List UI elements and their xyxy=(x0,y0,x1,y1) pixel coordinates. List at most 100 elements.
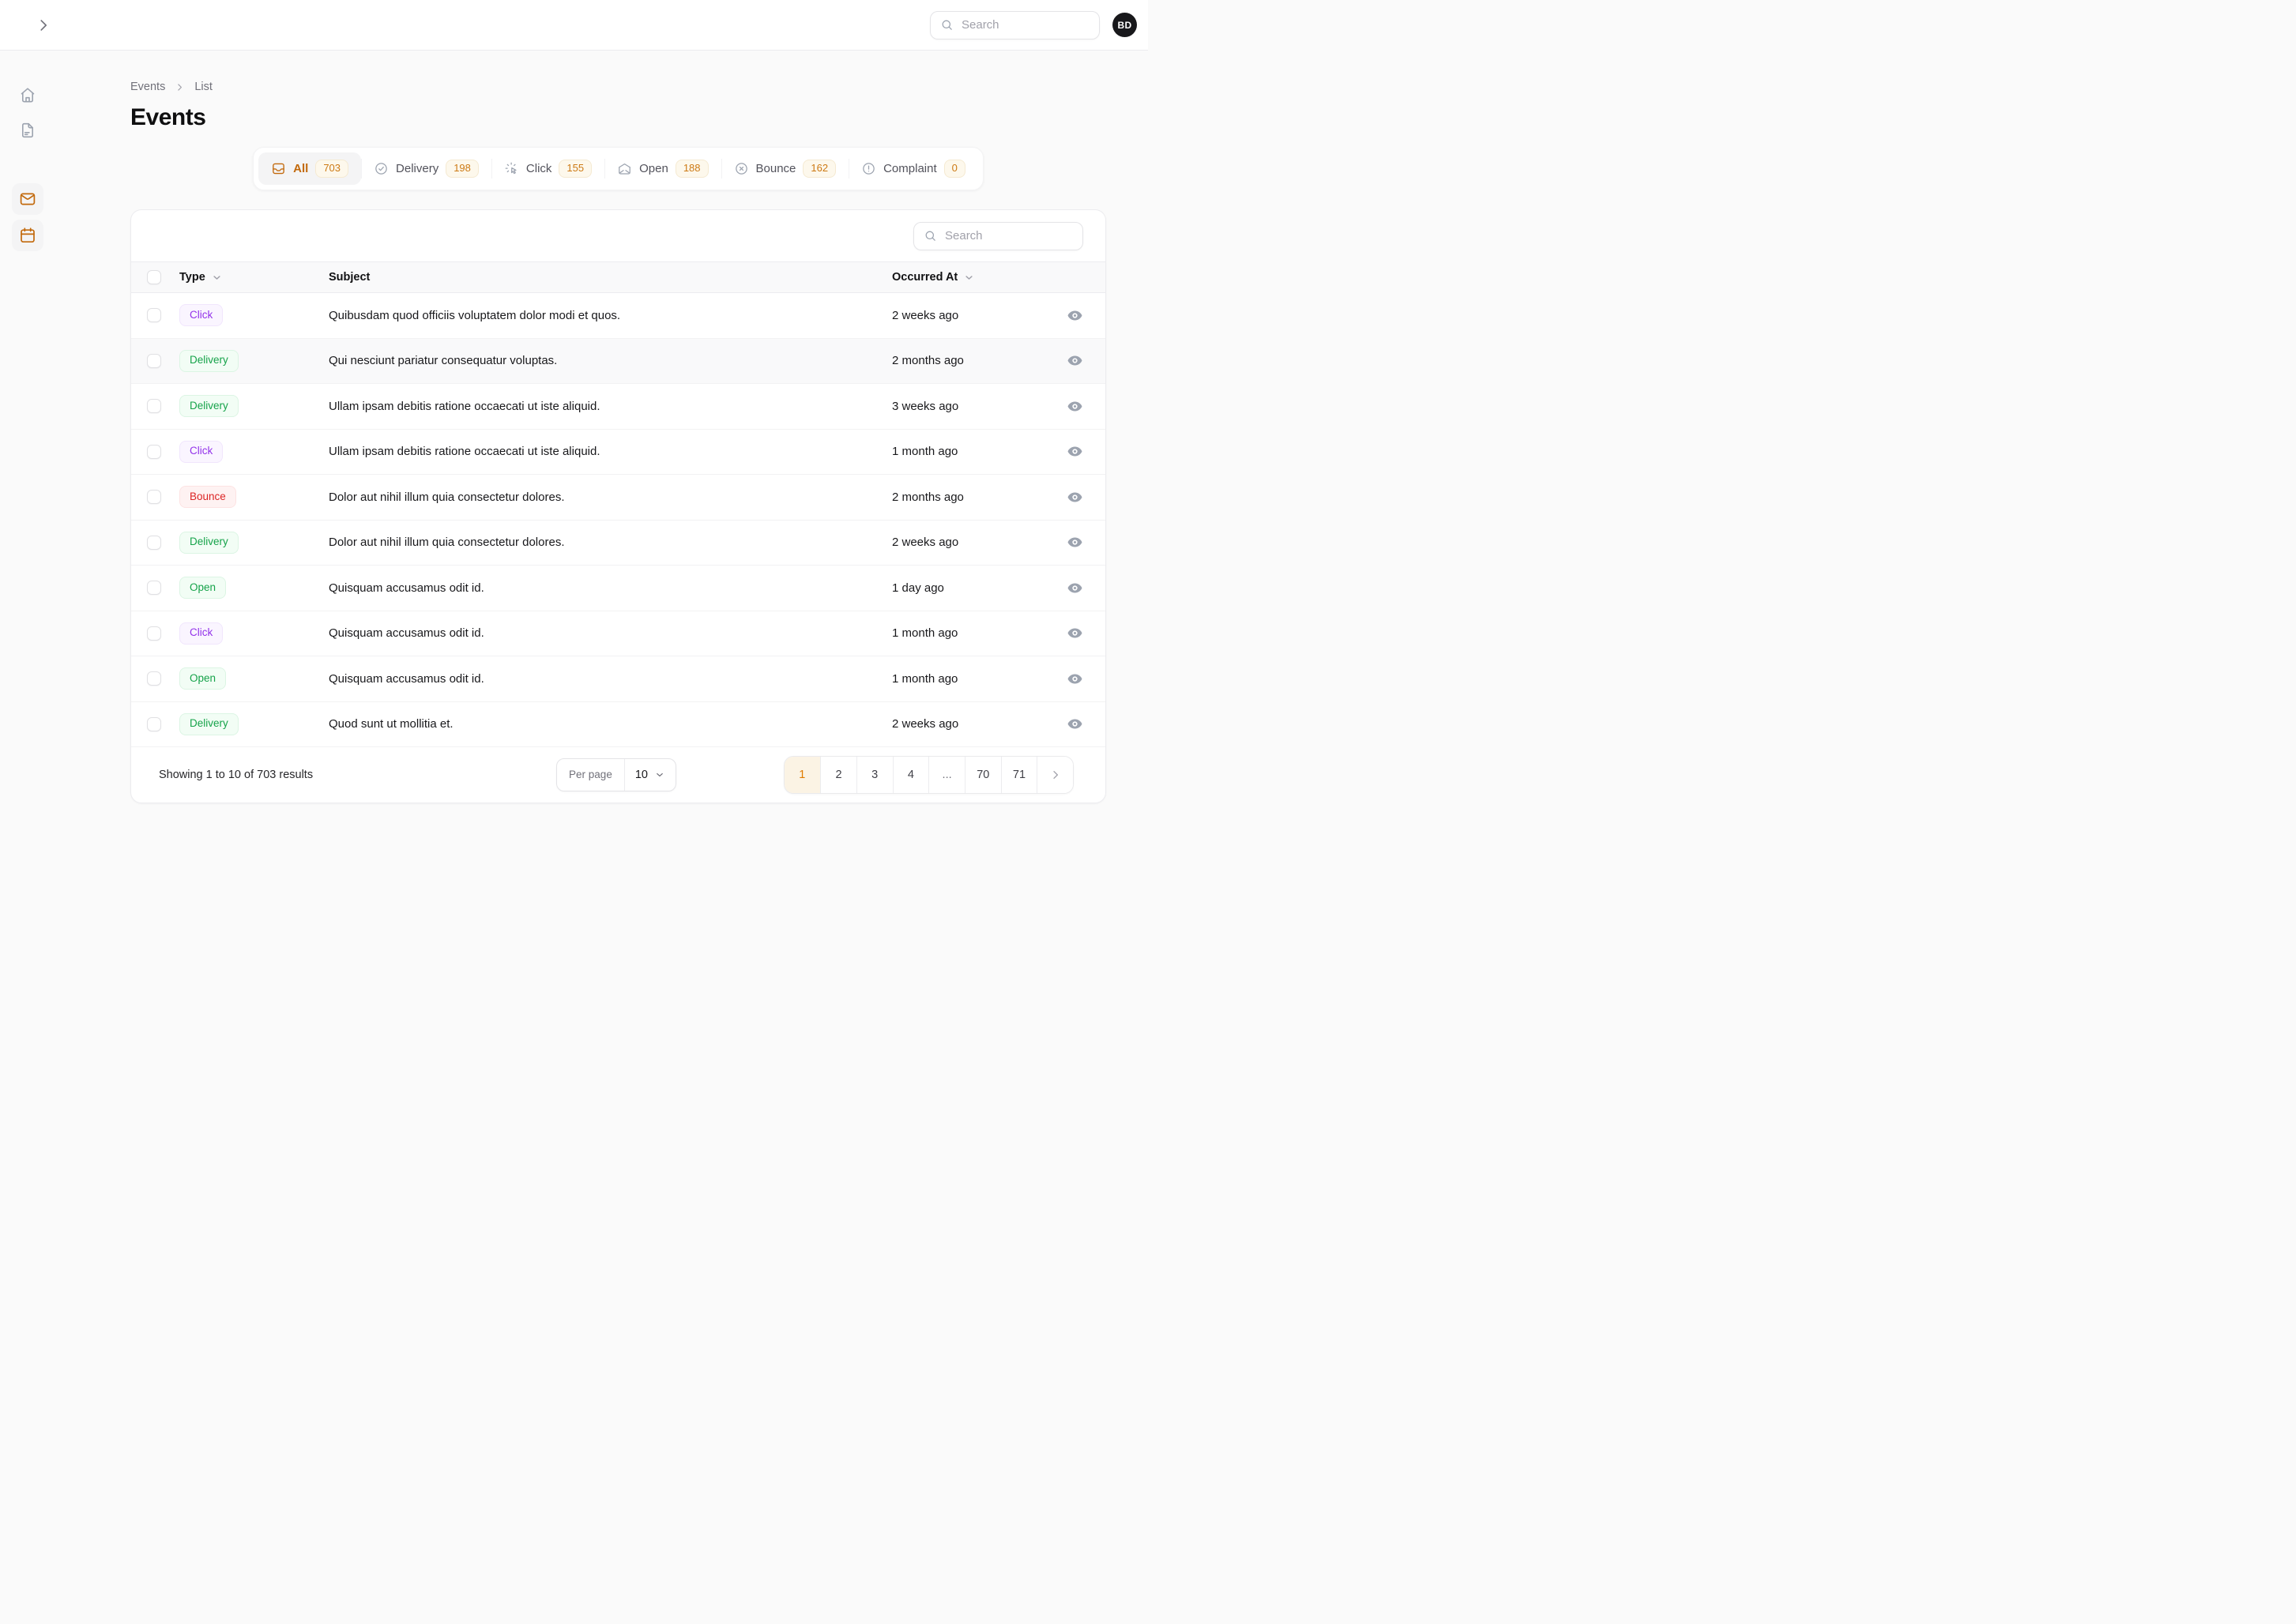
table-row[interactable]: Delivery Quod sunt ut mollitia et. 2 wee… xyxy=(131,701,1105,747)
table-search-input[interactable] xyxy=(945,229,1073,242)
row-checkbox[interactable] xyxy=(147,626,161,641)
per-page-select[interactable]: Per page 10 xyxy=(556,757,676,791)
view-event-button[interactable] xyxy=(1067,534,1083,551)
tab-all[interactable]: All 703 xyxy=(258,152,362,185)
tab-bounce[interactable]: Bounce 162 xyxy=(721,152,849,185)
events-table-card: Type Subject Occurred At Click Quibusdam… xyxy=(130,209,1106,803)
table-search[interactable] xyxy=(913,221,1083,250)
view-event-button[interactable] xyxy=(1067,307,1083,324)
tab-count-badge: 703 xyxy=(315,159,349,179)
page-button-4[interactable]: 4 xyxy=(892,756,929,793)
column-header-subject: Subject xyxy=(329,271,371,284)
event-subject: Ullam ipsam debitis ratione occaecati ut… xyxy=(329,399,600,413)
view-event-button[interactable] xyxy=(1067,580,1083,596)
tab-label: All xyxy=(293,162,309,175)
select-all-checkbox[interactable] xyxy=(147,270,161,284)
sidebar-item-home[interactable] xyxy=(12,79,43,111)
exclamation-circle-icon xyxy=(863,163,875,175)
page-button-71[interactable]: 71 xyxy=(1000,756,1037,793)
event-occurred-at: 1 month ago xyxy=(892,671,958,686)
view-event-button[interactable] xyxy=(1067,398,1083,415)
view-event-button[interactable] xyxy=(1067,671,1083,687)
table-row[interactable]: Delivery Ullam ipsam debitis ratione occ… xyxy=(131,384,1105,430)
event-occurred-at: 3 weeks ago xyxy=(892,399,959,413)
event-type-badge: Click xyxy=(179,440,224,463)
tab-open[interactable]: Open 188 xyxy=(604,152,721,185)
row-checkbox[interactable] xyxy=(147,535,161,550)
row-checkbox[interactable] xyxy=(147,716,161,731)
tab-count-badge: 198 xyxy=(446,159,479,179)
page-button-2[interactable]: 2 xyxy=(820,756,856,793)
eye-icon xyxy=(1067,719,1082,729)
chevron-down-icon xyxy=(965,275,973,280)
event-occurred-at: 2 months ago xyxy=(892,354,964,368)
eye-icon xyxy=(1067,355,1082,366)
sidebar-expand-button[interactable] xyxy=(35,17,52,34)
avatar[interactable]: BD xyxy=(1112,13,1137,37)
view-event-button[interactable] xyxy=(1067,489,1083,506)
eye-icon xyxy=(1067,537,1082,547)
eye-icon xyxy=(1067,401,1082,412)
row-checkbox[interactable] xyxy=(147,308,161,323)
tab-label: Click xyxy=(525,162,552,175)
table-row[interactable]: Delivery Qui nesciunt pariatur consequat… xyxy=(131,338,1105,384)
column-header-type[interactable]: Type xyxy=(179,271,329,284)
next-page-button[interactable] xyxy=(1037,756,1073,793)
table-row[interactable]: Click Quibusdam quod officiis voluptatem… xyxy=(131,293,1105,339)
table-row[interactable]: Click Ullam ipsam debitis ratione occaec… xyxy=(131,429,1105,475)
view-event-button[interactable] xyxy=(1067,443,1083,460)
x-circle-icon xyxy=(735,163,747,175)
eye-icon xyxy=(1067,310,1082,321)
row-checkbox[interactable] xyxy=(147,399,161,414)
event-occurred-at: 2 weeks ago xyxy=(892,717,959,731)
table-row[interactable]: Bounce Dolor aut nihil illum quia consec… xyxy=(131,475,1105,521)
breadcrumb-events[interactable]: Events xyxy=(130,81,166,93)
event-type-badge: Open xyxy=(179,577,227,600)
eye-icon xyxy=(1067,583,1082,593)
view-event-button[interactable] xyxy=(1067,716,1083,732)
table-row[interactable]: Delivery Dolor aut nihil illum quia cons… xyxy=(131,520,1105,566)
row-checkbox[interactable] xyxy=(147,444,161,459)
tab-click[interactable]: Click 155 xyxy=(491,152,604,185)
eye-icon xyxy=(1067,492,1082,502)
event-type-badge: Click xyxy=(179,304,224,327)
event-type-badge: Open xyxy=(179,667,227,690)
row-checkbox[interactable] xyxy=(147,490,161,505)
row-checkbox[interactable] xyxy=(147,581,161,596)
search-icon xyxy=(925,231,935,241)
global-search-input[interactable] xyxy=(962,18,1090,32)
table-row[interactable]: Open Quisquam accusamus odit id. 1 month… xyxy=(131,656,1105,702)
row-checkbox[interactable] xyxy=(147,671,161,686)
eye-icon xyxy=(1067,446,1082,457)
event-subject: Quod sunt ut mollitia et. xyxy=(329,717,454,731)
tab-delivery[interactable]: Delivery 198 xyxy=(361,152,491,185)
event-subject: Dolor aut nihil illum quia consectetur d… xyxy=(329,490,565,504)
row-checkbox[interactable] xyxy=(147,353,161,368)
column-header-occurred-at[interactable]: Occurred At xyxy=(892,271,1062,284)
page-button-3[interactable]: 3 xyxy=(856,756,893,793)
page-button-70[interactable]: 70 xyxy=(964,756,1001,793)
global-search[interactable] xyxy=(930,10,1100,39)
page-title: Events xyxy=(130,104,206,130)
chevron-right-icon xyxy=(178,83,183,91)
sidebar-item-documents[interactable] xyxy=(12,115,43,146)
tab-complaint[interactable]: Complaint 0 xyxy=(849,152,978,185)
per-page-label: Per page xyxy=(557,758,625,791)
view-event-button[interactable] xyxy=(1067,625,1083,641)
table-footer: Showing 1 to 10 of 703 results Per page … xyxy=(131,747,1105,803)
check-circle-icon xyxy=(375,163,387,175)
breadcrumb: Events List xyxy=(130,81,1106,93)
tab-label: Delivery xyxy=(396,162,439,175)
table-row[interactable]: Open Quisquam accusamus odit id. 1 day a… xyxy=(131,566,1105,611)
event-type-badge: Delivery xyxy=(179,349,239,372)
view-event-button[interactable] xyxy=(1067,352,1083,369)
event-occurred-at: 2 weeks ago xyxy=(892,536,959,550)
page-button-1[interactable]: 1 xyxy=(784,756,821,793)
table-row[interactable]: Click Quisquam accusamus odit id. 1 mont… xyxy=(131,611,1105,656)
eye-icon xyxy=(1067,674,1082,684)
chevron-down-icon xyxy=(213,275,220,280)
event-subject: Qui nesciunt pariatur consequatur volupt… xyxy=(329,354,558,368)
breadcrumb-list[interactable]: List xyxy=(194,81,213,93)
sidebar-item-email[interactable] xyxy=(12,183,43,215)
sidebar-item-events[interactable] xyxy=(12,220,43,251)
